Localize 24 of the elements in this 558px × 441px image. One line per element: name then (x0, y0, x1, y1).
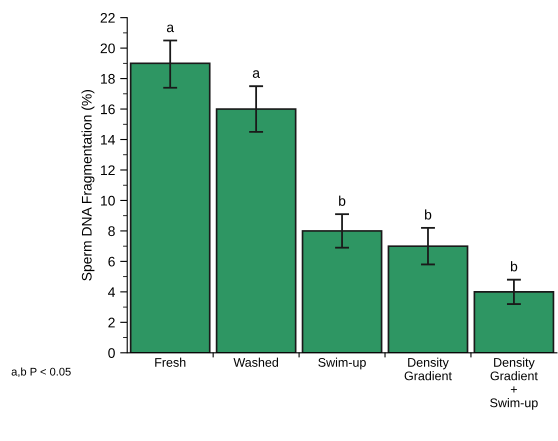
y-axis-title: Sperm DNA Fragmentation (%) (81, 90, 94, 281)
annotation: a (252, 70, 260, 78)
y-tick-label: 8 (108, 226, 115, 236)
y-tick-label: 4 (108, 287, 116, 297)
y-tick-label: 0 (108, 348, 115, 358)
y-tick-label: 10 (101, 196, 115, 206)
x-tick-label: Swim-up (318, 358, 366, 370)
annotation: b (339, 196, 346, 206)
text: a,b P < 0.05 (12, 367, 71, 377)
annotation: b (425, 209, 432, 220)
y-tick-label: 6 (108, 256, 115, 267)
x-tick-label: Density Gradient + Swim-up (490, 358, 538, 410)
x-tick-label: Fresh (155, 358, 186, 367)
y-tick-label: 16 (101, 104, 115, 114)
x-tick-label: Washed (233, 358, 278, 367)
y-tick-label: 22 (100, 12, 115, 23)
y-tick-label: 12 (101, 165, 115, 176)
annotation: a (166, 24, 174, 32)
y-tick-label: 2 (108, 318, 115, 328)
x-tick-label: Density Gradient (404, 358, 452, 380)
annotation: b (510, 261, 518, 272)
y-tick-label: 20 (100, 43, 115, 54)
y-tick-label: 18 (101, 74, 115, 84)
y-tick-label: 14 (101, 134, 116, 145)
